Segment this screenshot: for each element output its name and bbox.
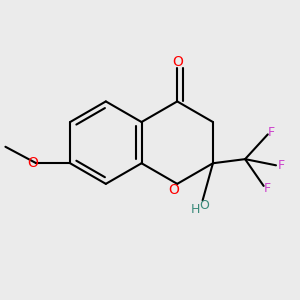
Text: F: F (278, 159, 285, 172)
Text: O: O (199, 199, 209, 212)
Text: F: F (268, 125, 275, 139)
Text: O: O (172, 55, 183, 69)
Text: O: O (27, 156, 38, 170)
Text: H: H (190, 203, 200, 216)
Text: O: O (168, 183, 179, 197)
Text: F: F (264, 182, 271, 195)
